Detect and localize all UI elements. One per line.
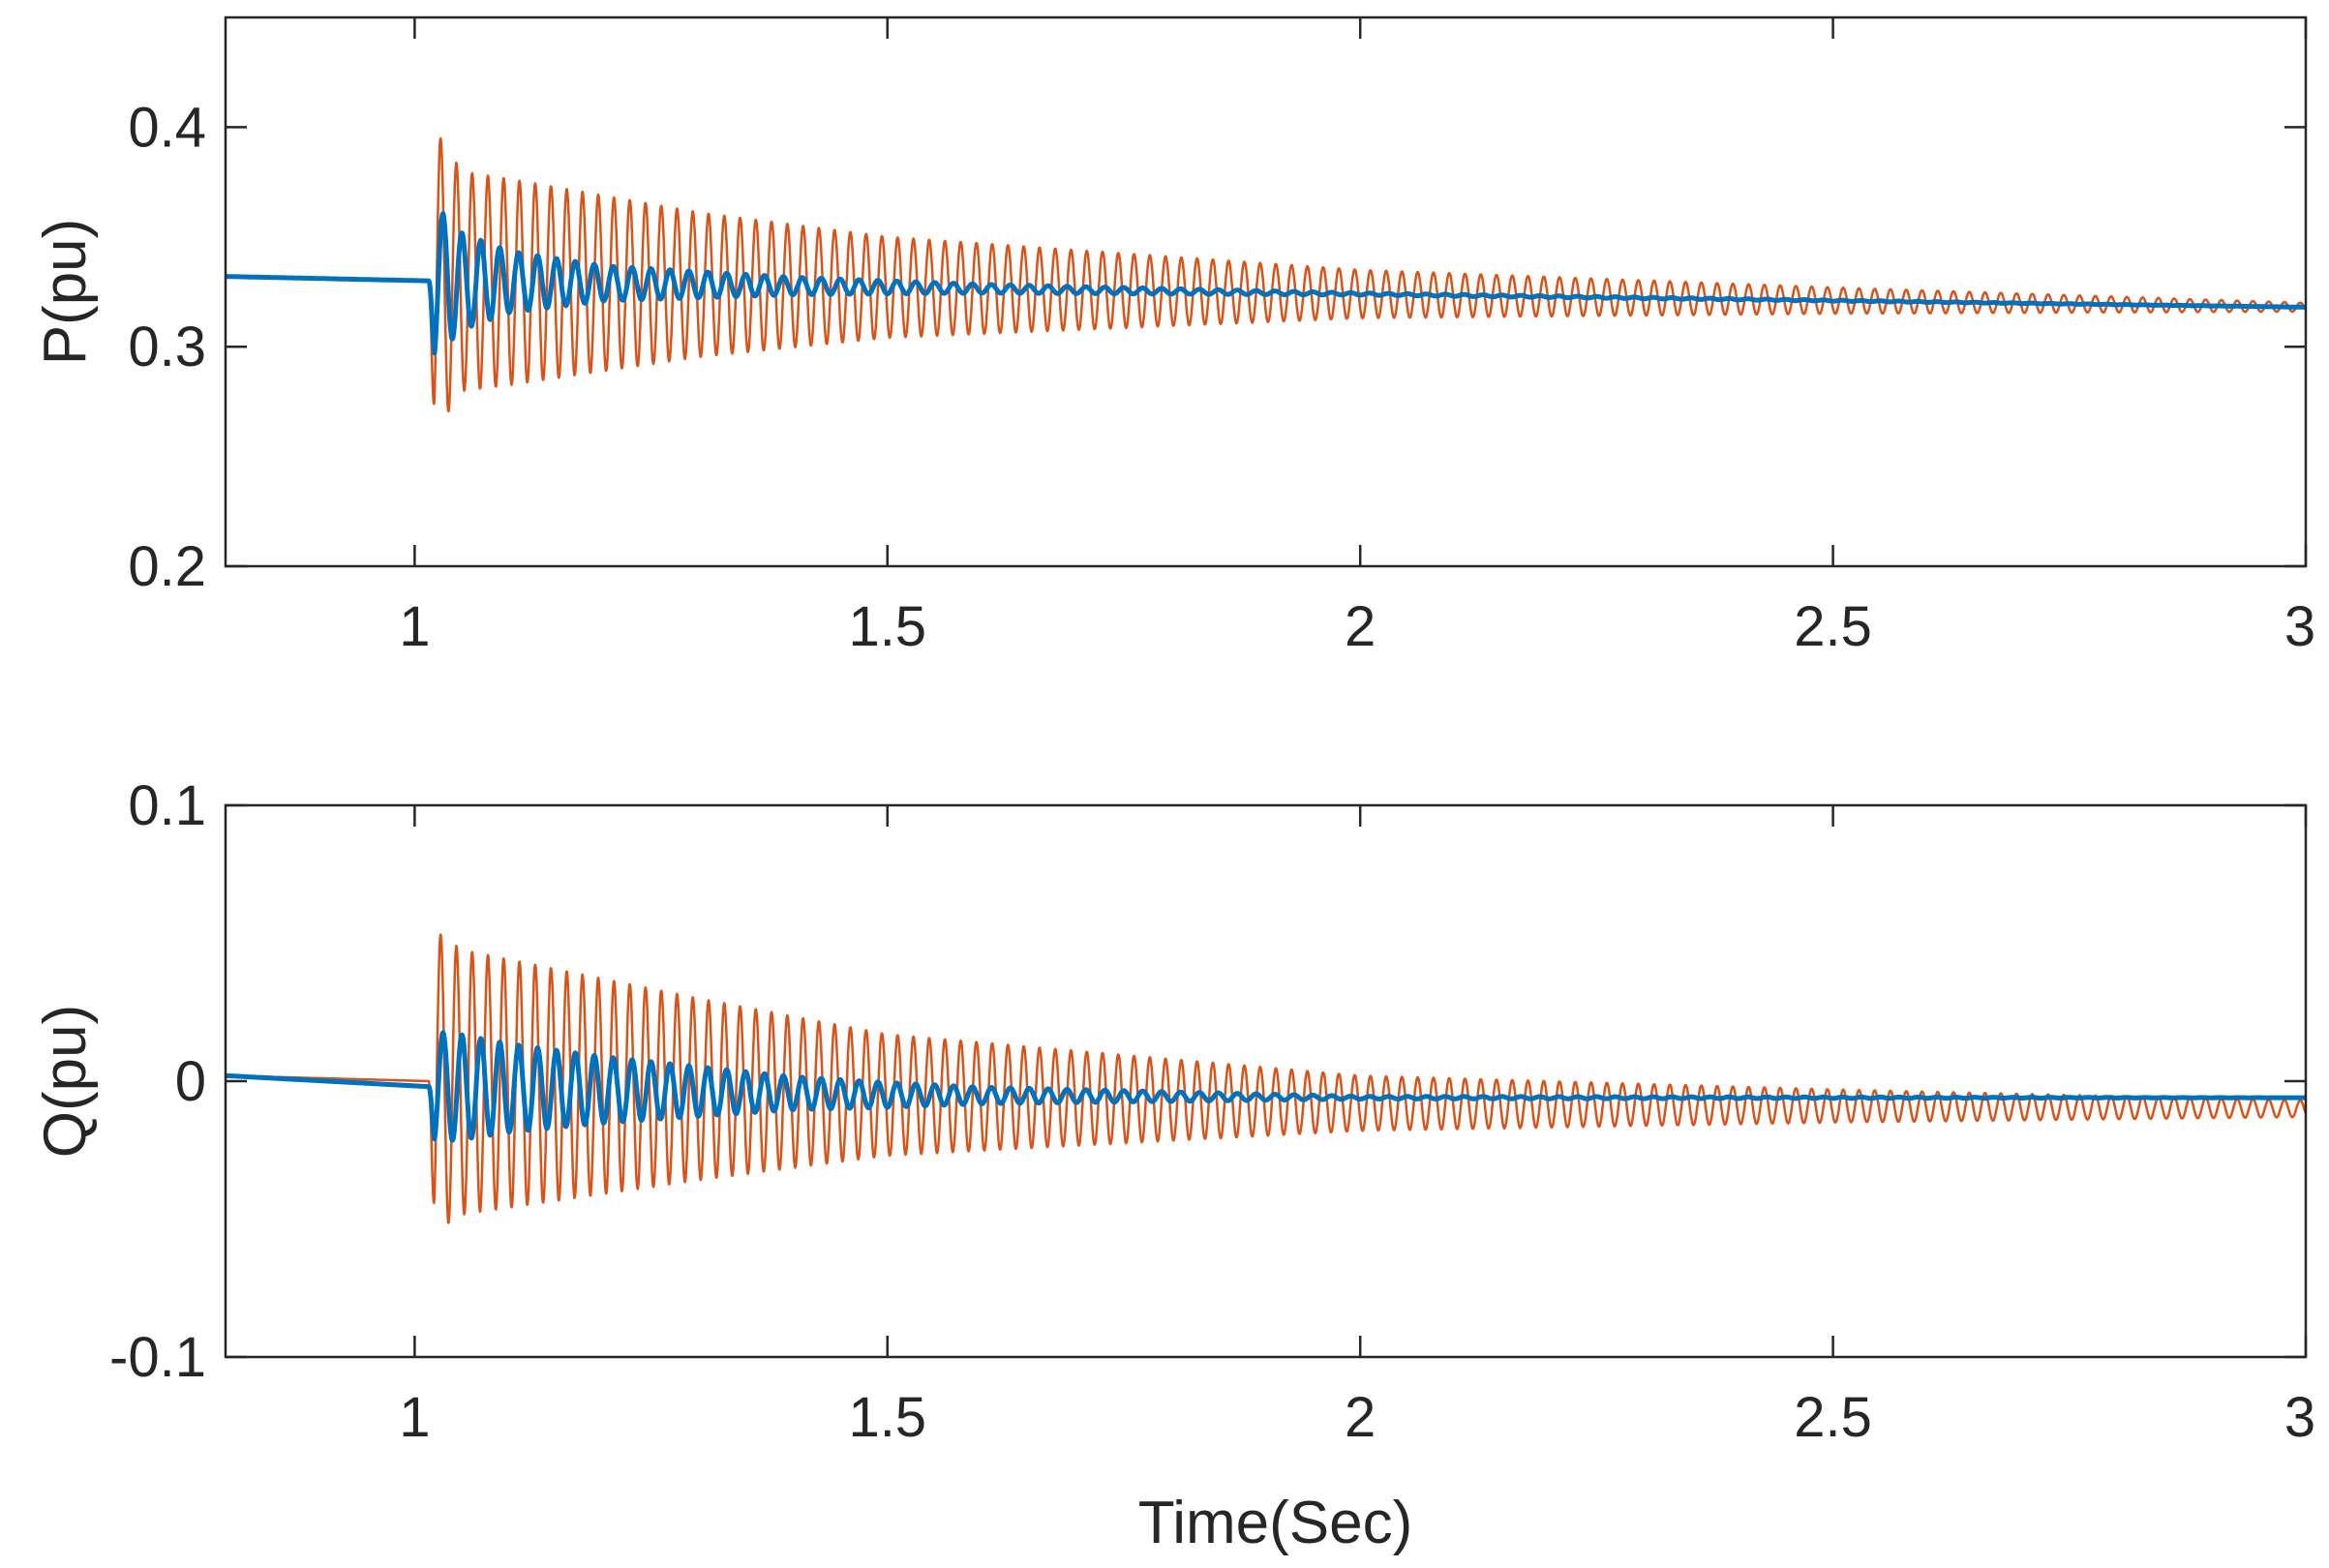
q-ytick-label: -0.1 — [109, 1326, 206, 1389]
q-axes-box — [224, 803, 2308, 1359]
p-xtick-label: 2 — [1345, 595, 1376, 658]
q-xtick-label: 2 — [1345, 1386, 1376, 1449]
p-xtick-label: 2.5 — [1794, 595, 1872, 658]
p-xtick-label: 1 — [399, 595, 430, 658]
q-xlabel: Time(Sec) — [1138, 1490, 1413, 1556]
p-ylabel: P(pu) — [32, 219, 99, 366]
p-plot: 1 1.5 2 2.5 3 0.2 0.3 0.4 P(pu) — [32, 15, 2315, 658]
q-series-orange — [226, 933, 2306, 1224]
q-xtick-label: 3 — [2284, 1386, 2315, 1449]
p-axes-box — [224, 15, 2308, 568]
p-ytick-label: 0.2 — [128, 535, 206, 598]
p-series-group — [226, 136, 2306, 413]
q-ytick-label: 0 — [175, 1050, 206, 1113]
p-xtick-label: 1.5 — [848, 595, 926, 658]
p-series-orange — [226, 136, 2306, 413]
q-series-group — [226, 933, 2306, 1224]
q-ytick-label: 0.1 — [128, 774, 206, 837]
q-xtick-label: 1 — [399, 1386, 430, 1449]
q-xtick-label: 1.5 — [848, 1386, 926, 1449]
q-xtick-label: 2.5 — [1794, 1386, 1872, 1449]
q-plot: 1 1.5 2 2.5 3 -0.1 0 0.1 Q(pu) Time(Sec) — [32, 774, 2315, 1556]
p-xtick-label: 3 — [2284, 595, 2315, 658]
p-series-blue — [226, 211, 2306, 356]
q-ylabel: Q(pu) — [32, 1005, 99, 1158]
p-ytick-label: 0.3 — [128, 316, 206, 378]
p-ytick-label: 0.4 — [128, 96, 206, 159]
q-series-blue — [226, 1030, 2306, 1143]
